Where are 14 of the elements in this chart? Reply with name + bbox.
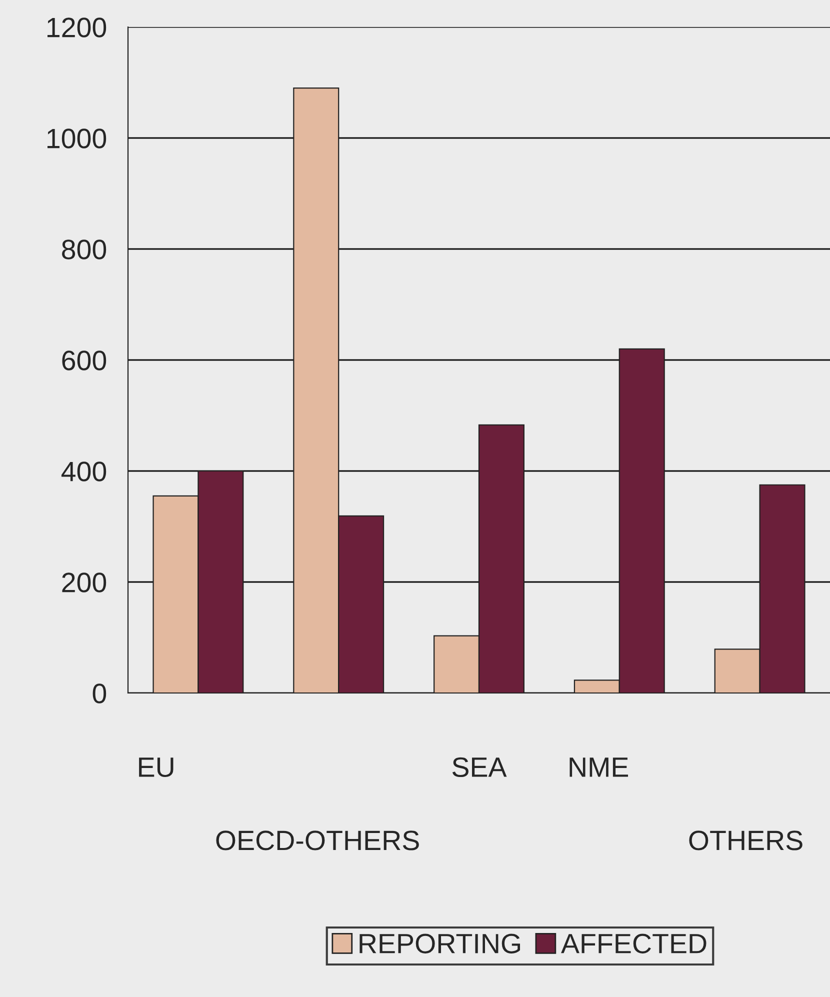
y-tick-label: 0 [92,684,106,704]
legend-label: REPORTING [360,934,520,954]
x-tick-label: SEA [452,757,507,778]
x-tick-label: EU [139,758,174,778]
x-tick-label: OTHERS [689,830,802,850]
y-tick-label: 600 [62,350,106,370]
x-tick-label: NME [570,758,628,777]
y-tick-label: 1200 [47,18,106,38]
legend-label: AFFECTED [561,934,706,954]
x-tick-label: OECD-OTHERS [216,830,419,850]
y-tick-label: 800 [62,240,106,260]
y-tick-label: 1000 [47,128,106,148]
y-tick-label: 400 [61,462,106,482]
y-tick-label: 200 [62,572,106,592]
